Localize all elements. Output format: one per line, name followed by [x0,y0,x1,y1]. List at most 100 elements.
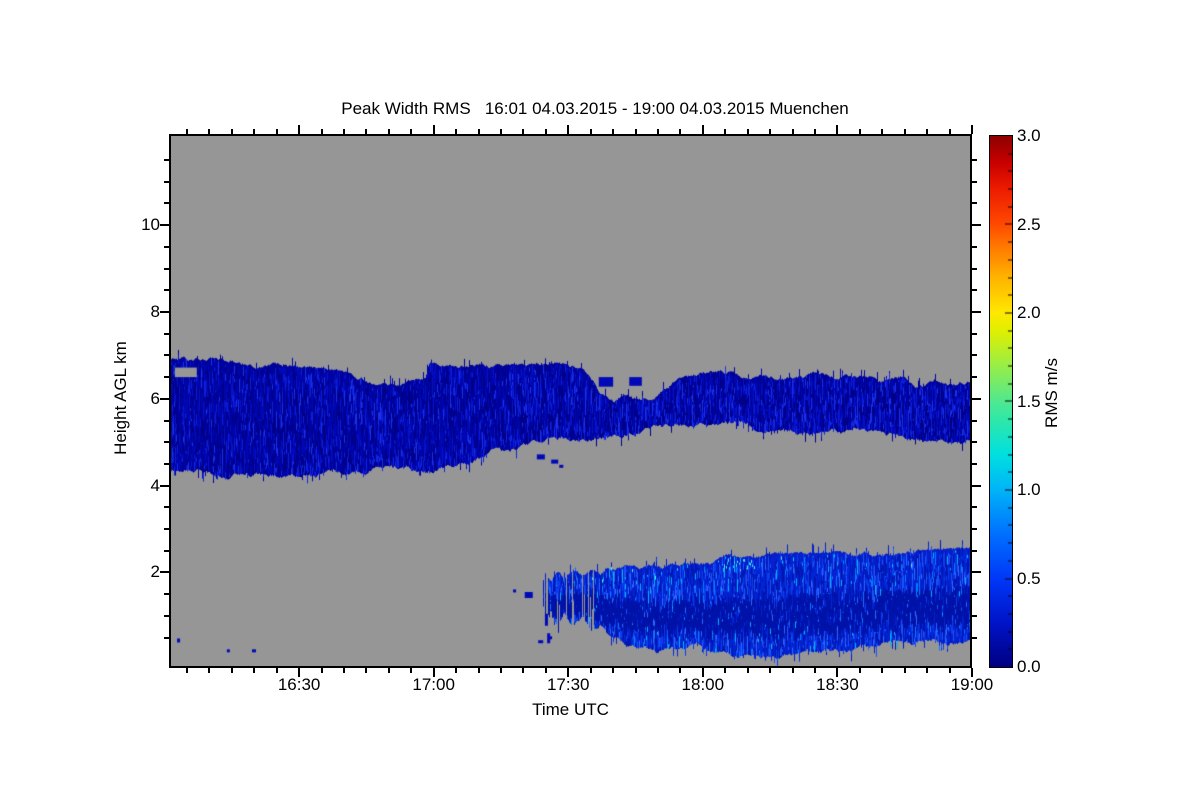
x-minor-tick [365,668,368,673]
x-minor-tick-top [724,129,727,134]
x-major-tick [701,668,704,677]
y-minor-tick-right [972,267,977,270]
x-axis-label: Time UTC [532,700,609,719]
x-minor-tick-top [230,129,233,134]
x-minor-tick [813,668,816,673]
y-minor-tick-right [972,180,977,183]
y-tick-label: 4 [150,475,160,495]
heatmap-plot-canvas [169,134,972,668]
x-minor-tick [455,668,458,673]
x-minor-tick-top [342,129,345,134]
y-minor-tick [164,180,169,183]
x-minor-tick [499,668,502,673]
y-major-tick-right [972,484,981,487]
plot-frame [169,134,972,668]
x-minor-tick [544,668,547,673]
x-minor-tick-top [275,129,278,134]
y-minor-tick [164,354,169,357]
x-minor-tick-top [522,129,525,134]
y-minor-tick-right [972,528,977,531]
y-tick-label: 8 [150,302,160,321]
y-major-tick [160,484,169,487]
y-minor-tick [164,289,169,292]
y-tick-label: 10 [141,215,160,235]
y-minor-tick [164,376,169,379]
y-minor-tick-right [972,159,977,162]
y-minor-tick [164,159,169,162]
x-major-tick [567,668,570,677]
x-major-tick-top [298,125,301,134]
y-major-tick-right [972,311,981,313]
x-minor-tick-top [746,129,749,134]
y-tick-label: 6 [150,388,160,408]
y-major-tick [160,571,169,574]
y-minor-tick [164,614,169,617]
x-minor-tick-top [544,129,547,134]
x-minor-tick-top [656,129,659,134]
x-minor-tick-top [948,129,951,134]
x-major-tick [836,668,839,677]
x-major-tick [432,668,435,677]
x-minor-tick [612,668,615,673]
x-major-tick-top [971,125,973,134]
x-minor-tick [230,668,233,673]
x-tick-label: 16:30 [277,675,321,694]
x-minor-tick-top [634,129,637,134]
x-minor-tick [769,668,772,673]
x-minor-tick [387,668,390,673]
y-minor-tick-right [972,636,977,639]
x-major-tick-top [701,125,704,134]
colorbar-canvas [990,136,1012,667]
y-major-tick-right [972,397,981,400]
y-minor-tick-right [972,441,977,444]
y-minor-tick-right [972,462,977,465]
x-minor-tick-top [499,129,502,134]
y-minor-tick [164,462,169,465]
y-major-tick [160,311,169,313]
x-minor-tick [342,668,345,673]
x-minor-tick [724,668,727,673]
y-major-tick [160,397,169,400]
x-minor-tick [791,668,794,673]
x-minor-tick [746,668,749,673]
y-minor-tick [164,441,169,444]
x-minor-tick-top [858,129,861,134]
y-minor-tick [164,267,169,270]
x-major-tick-top [567,125,570,134]
y-minor-tick [164,636,169,639]
x-minor-tick [858,668,861,673]
y-minor-tick-right [972,289,977,292]
x-major-tick-top [432,125,435,134]
y-minor-tick-right [972,593,977,596]
x-minor-tick-top [253,129,256,134]
x-minor-tick-top [612,129,615,134]
x-minor-tick [185,668,188,673]
x-minor-tick [926,668,929,673]
y-minor-tick-right [972,506,977,509]
x-minor-tick [679,668,682,673]
y-major-tick-right [972,571,981,574]
x-minor-tick-top [881,129,884,134]
x-minor-tick [881,668,884,673]
x-minor-tick [522,668,525,673]
x-minor-tick [410,668,413,673]
x-minor-tick-top [813,129,816,134]
colorbar-tick-label: 2.5 [1017,214,1041,234]
y-minor-tick [164,506,169,509]
y-minor-tick-right [972,332,977,335]
y-minor-tick [164,593,169,596]
colorbar-tick-label: 2.0 [1017,303,1041,322]
chart-title: Peak Width RMS 16:01 04.03.2015 - 19:00 … [341,99,849,118]
x-minor-tick-top [903,129,906,134]
x-minor-tick-top [365,129,368,134]
x-tick-label: 19:00 [950,675,994,694]
colorbar-frame [989,135,1013,668]
x-minor-tick [320,668,323,673]
x-minor-tick-top [791,129,794,134]
y-minor-tick [164,528,169,531]
x-major-tick [298,668,301,677]
y-minor-tick-right [972,376,977,379]
x-major-tick-top [836,125,839,134]
x-minor-tick-top [320,129,323,134]
